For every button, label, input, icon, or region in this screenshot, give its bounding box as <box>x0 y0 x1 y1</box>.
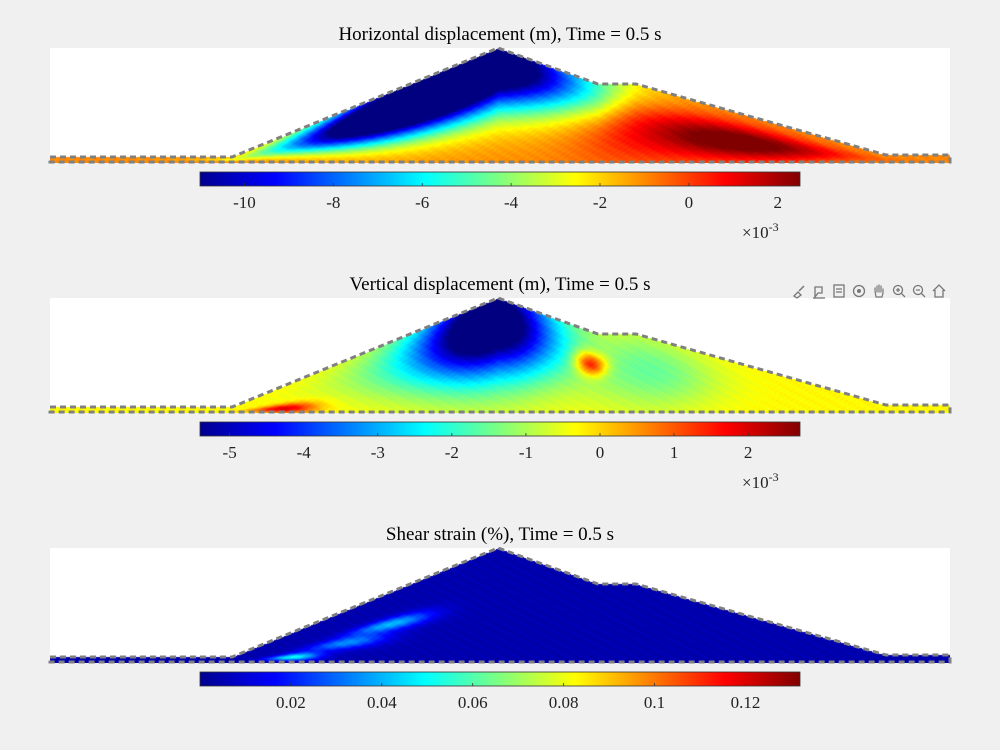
panel-horizontal: Horizontal displacement (m), Time = 0.5 … <box>48 24 952 242</box>
colorbar-tick-label: -2 <box>593 193 607 212</box>
colorbar-tick-label: 1 <box>670 443 679 462</box>
colorbar-tick-label: 0.04 <box>367 693 397 712</box>
panel-title: Vertical displacement (m), Time = 0.5 s <box>350 274 651 295</box>
colorbar-tick-label: 0 <box>685 193 694 212</box>
colorbar <box>199 671 801 687</box>
axes-toolbar <box>790 280 948 302</box>
colorbar-tick-label: -10 <box>233 193 256 212</box>
panel-title: Horizontal displacement (m), Time = 0.5 … <box>338 24 661 45</box>
panel-shear: Shear strain (%), Time = 0.5 s 0.02 0.04 0… <box>48 524 952 712</box>
export-icon[interactable] <box>830 282 848 300</box>
field-heatmap <box>50 298 950 413</box>
zoom-in-icon[interactable] <box>890 282 908 300</box>
colorbar-tick-label: 0.08 <box>549 693 579 712</box>
colorbar-tick-label: 2 <box>744 443 753 462</box>
colorbar-ticks: 0.02 0.04 0.06 0.08 0.1 0.12 <box>276 683 760 712</box>
colorbar <box>199 421 801 437</box>
zoom-out-icon[interactable] <box>910 282 928 300</box>
brush-icon[interactable] <box>790 282 808 300</box>
colorbar-tick-label: -4 <box>297 443 312 462</box>
home-icon[interactable] <box>930 282 948 300</box>
colorbar-tick-label: -5 <box>223 443 237 462</box>
colorbar-tick-label: 0.06 <box>458 693 488 712</box>
colorbar-tick-label: -2 <box>445 443 459 462</box>
colorbar-tick-label: -6 <box>415 193 429 212</box>
colorbar-tick-label: -8 <box>326 193 340 212</box>
colorbar-tick-label: 0.12 <box>731 693 761 712</box>
dam-outline <box>48 546 952 664</box>
colorbar-tick-label: -3 <box>371 443 385 462</box>
colorbar-tick-label: 2 <box>774 193 783 212</box>
data-tips-icon[interactable] <box>810 282 828 300</box>
colorbar-tick-label: 0.02 <box>276 693 306 712</box>
colorbar-exponent: ×10-3 <box>742 220 779 242</box>
field-heatmap <box>50 548 950 663</box>
colorbar-ticks: -10 -8 -6 -4 -2 0 2 <box>233 183 782 212</box>
field-heatmap <box>50 48 950 163</box>
dam-outline <box>48 296 952 414</box>
rotate-icon[interactable] <box>850 282 868 300</box>
colorbar-tick-label: 0.1 <box>644 693 665 712</box>
colorbar-tick-label: -4 <box>504 193 519 212</box>
panel-title: Shear strain (%), Time = 0.5 s <box>386 524 614 545</box>
dam-outline <box>48 46 952 164</box>
colorbar-ticks: -5 -4 -3 -2 -1 0 1 2 <box>223 433 753 462</box>
colorbar-tick-label: 0 <box>596 443 605 462</box>
colorbar-exponent: ×10-3 <box>742 470 779 492</box>
pan-icon[interactable] <box>870 282 888 300</box>
panel-vertical: Vertical displacement (m), Time = 0.5 s … <box>48 274 952 492</box>
colorbar <box>199 171 801 187</box>
colorbar-tick-label: -1 <box>519 443 533 462</box>
